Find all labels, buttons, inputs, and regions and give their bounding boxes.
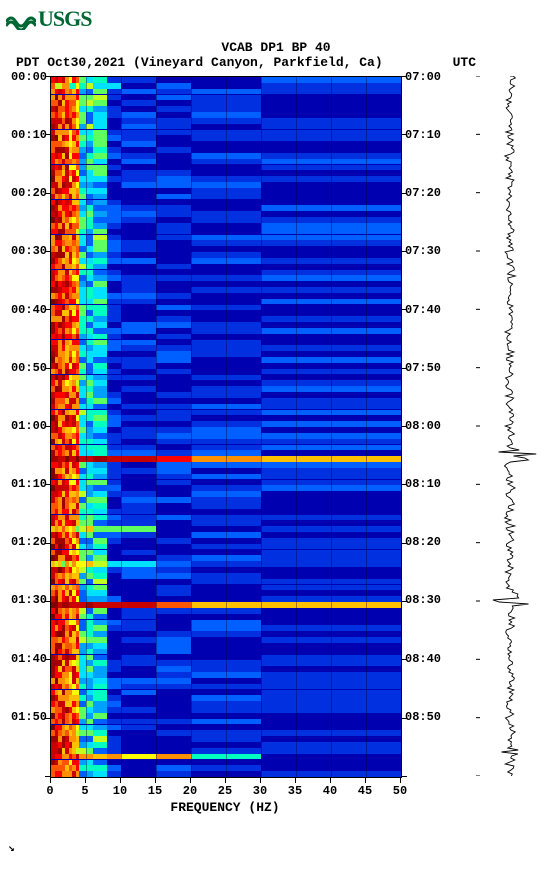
chart-area: 00:0000:1000:2000:3000:4000:5001:0001:10… [6, 76, 546, 778]
y-tick-right: 08:30 [405, 593, 446, 607]
y-tick-left: 00:40 [6, 303, 47, 317]
y-axis-right-utc: 07:00 07:10 07:20 07:30 07:40 07:50 08:00 08:10… [402, 70, 446, 782]
x-tick-label: 5 [81, 784, 88, 798]
y-axis-left-pdt: 00:00 00:10 00:20 00:30 00:40 00:50 01:00 01:10… [6, 70, 50, 782]
x-tick-label: 20 [183, 784, 197, 798]
y-tick-left: 00:00 [6, 70, 47, 84]
spectrogram-wrap [50, 76, 402, 778]
y-tick-right: 08:40 [405, 652, 446, 666]
x-tick-label: 10 [113, 784, 127, 798]
waveform-panel [476, 76, 544, 776]
y-tick-left: 01:10 [6, 477, 47, 491]
x-tick-label: 0 [46, 784, 53, 798]
y-tick-left: 01:40 [6, 652, 47, 666]
subtitle-left: PDT Oct30,2021 (Vineyard Canyon, Parkfie… [16, 55, 383, 70]
usgs-logo-text: USGS [38, 6, 91, 32]
y-tick-left: 00:20 [6, 186, 47, 200]
y-tick-right: 08:20 [405, 535, 446, 549]
y-tick-right: 07:30 [405, 244, 446, 258]
y-tick-left: 00:30 [6, 244, 47, 258]
y-tick-left: 00:50 [6, 361, 47, 375]
y-tick-left: 01:30 [6, 593, 47, 607]
y-tick-right: 07:00 [405, 70, 446, 84]
y-tick-left: 01:50 [6, 710, 47, 724]
y-tick-left: 01:00 [6, 419, 47, 433]
usgs-wave-icon [6, 8, 36, 30]
subtitle-right: UTC [453, 55, 476, 70]
x-tick-label: 30 [253, 784, 267, 798]
y-tick-left: 01:20 [6, 535, 47, 549]
x-tick-label: 40 [323, 784, 337, 798]
y-tick-left: 00:10 [6, 128, 47, 142]
usgs-logo: USGS [6, 6, 546, 32]
x-tick-label: 35 [288, 784, 302, 798]
x-tick-label: 25 [218, 784, 232, 798]
waveform-svg [476, 76, 544, 776]
y-tick-right: 07:10 [405, 128, 446, 142]
y-tick-right: 08:50 [405, 710, 446, 724]
chart-subtitle: PDT Oct30,2021 (Vineyard Canyon, Parkfie… [6, 55, 480, 70]
y-tick-right: 07:40 [405, 303, 446, 317]
waveform-trace [493, 76, 536, 776]
y-tick-right: 08:10 [405, 477, 446, 491]
y-tick-right: 08:00 [405, 419, 446, 433]
chart-title: VCAB DP1 BP 40 [6, 40, 546, 55]
x-axis-label: FREQUENCY (HZ) [50, 800, 400, 815]
x-tick-label: 15 [148, 784, 162, 798]
y-tick-right: 07:20 [405, 186, 446, 200]
footer-mark: ↘ [8, 841, 546, 855]
y-tick-right: 07:50 [405, 361, 446, 375]
x-tick-label: 45 [358, 784, 372, 798]
x-tick-label: 50 [393, 784, 407, 798]
x-axis-frequency: 05101520253035404550 [50, 784, 400, 798]
spectrogram-canvas [50, 76, 402, 778]
